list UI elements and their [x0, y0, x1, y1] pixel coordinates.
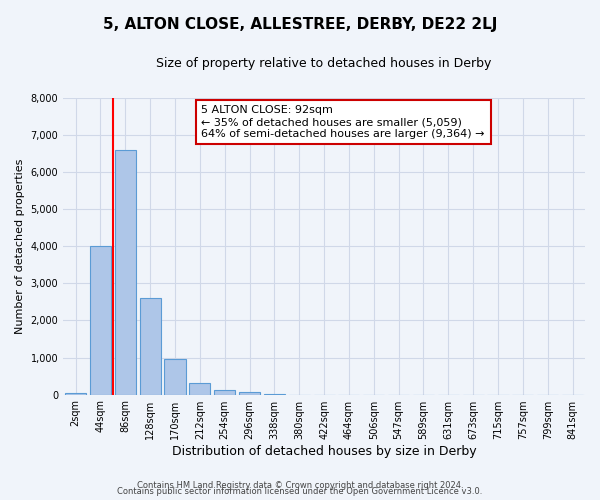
X-axis label: Distribution of detached houses by size in Derby: Distribution of detached houses by size …: [172, 444, 476, 458]
Bar: [65, 392, 86, 394]
Y-axis label: Number of detached properties: Number of detached properties: [15, 158, 25, 334]
Bar: [214, 390, 235, 394]
Text: 5 ALTON CLOSE: 92sqm
← 35% of detached houses are smaller (5,059)
64% of semi-de: 5 ALTON CLOSE: 92sqm ← 35% of detached h…: [202, 106, 485, 138]
Bar: [140, 298, 161, 394]
Text: Contains public sector information licensed under the Open Government Licence v3: Contains public sector information licen…: [118, 487, 482, 496]
Bar: [164, 360, 185, 394]
Text: Contains HM Land Registry data © Crown copyright and database right 2024.: Contains HM Land Registry data © Crown c…: [137, 481, 463, 490]
Bar: [90, 246, 111, 394]
Bar: [239, 392, 260, 394]
Bar: [189, 382, 211, 394]
Bar: [115, 150, 136, 394]
Text: 5, ALTON CLOSE, ALLESTREE, DERBY, DE22 2LJ: 5, ALTON CLOSE, ALLESTREE, DERBY, DE22 2…: [103, 18, 497, 32]
Title: Size of property relative to detached houses in Derby: Size of property relative to detached ho…: [157, 58, 492, 70]
